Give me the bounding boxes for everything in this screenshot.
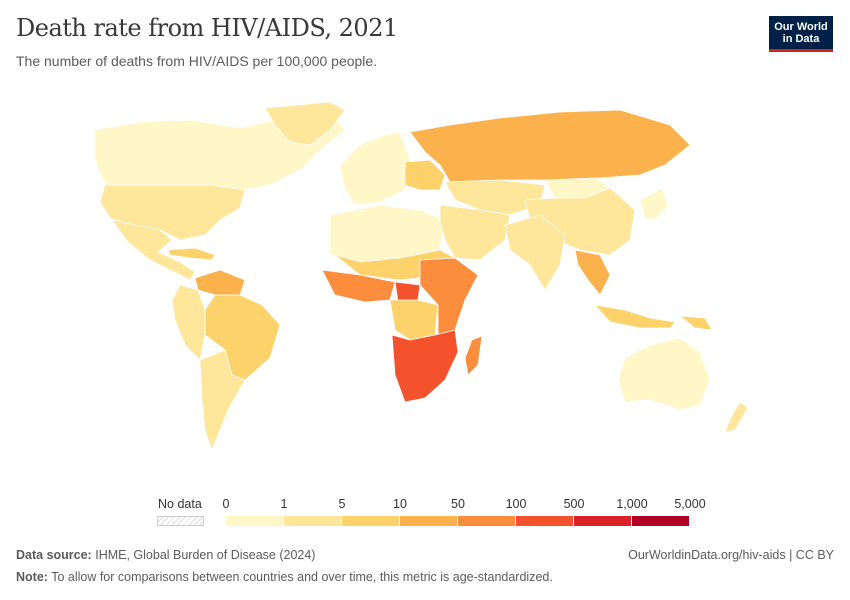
map-region-madagascar[interactable] xyxy=(464,335,483,376)
legend-tick-label: 1 xyxy=(280,497,288,511)
legend-bin-swatch[interactable] xyxy=(516,516,574,526)
legend-tick-label: 0 xyxy=(222,497,230,511)
map-region-southern-africa[interactable] xyxy=(391,329,459,403)
map-region-central-asia[interactable] xyxy=(444,179,546,216)
legend-bin-swatch[interactable] xyxy=(458,516,516,526)
map-region-southern-cone[interactable] xyxy=(199,349,246,451)
legend-bin-swatch[interactable] xyxy=(400,516,458,526)
legend-tick-label: 10 xyxy=(393,497,407,511)
map-region-new-zealand[interactable] xyxy=(724,401,749,433)
footer-url-license[interactable]: OurWorldinData.org/hiv-aids | CC BY xyxy=(628,548,834,562)
legend-tick-label: 5 xyxy=(338,497,346,511)
legend-bin-swatch[interactable] xyxy=(284,516,342,526)
map-region-eastern-europe[interactable] xyxy=(404,159,446,191)
map-region-venezuela-guianas[interactable] xyxy=(194,269,246,296)
legend-no-data-label: No data xyxy=(158,497,202,511)
owid-logo[interactable]: Our World in Data xyxy=(769,16,833,52)
legend-color-bins xyxy=(226,516,690,526)
legend-no-data-swatch xyxy=(157,516,204,526)
map-region-mexico-central-america[interactable] xyxy=(111,219,196,281)
legend-tick-label: 5,000 xyxy=(674,497,706,511)
map-region-united-states[interactable] xyxy=(99,184,246,241)
note-label: Note: xyxy=(16,570,48,584)
color-legend: No data 0 1 5 10 50 100 500 1,000 5,000 xyxy=(0,495,850,535)
map-region-central-african-republic[interactable] xyxy=(394,281,421,303)
chart-subtitle: The number of deaths from HIV/AIDS per 1… xyxy=(16,53,378,69)
map-region-western-europe[interactable] xyxy=(339,131,411,206)
world-map xyxy=(94,101,749,451)
source-label: Data source: xyxy=(16,548,92,562)
footer-source: Data source: IHME, Global Burden of Dise… xyxy=(16,548,315,562)
map-region-southeast-asia[interactable] xyxy=(574,249,611,296)
map-region-japan-korea[interactable] xyxy=(639,187,669,221)
legend-bin-swatch[interactable] xyxy=(632,516,690,526)
logo-line-2: in Data xyxy=(782,33,820,45)
legend-tick-label: 500 xyxy=(563,497,585,511)
legend-bin-swatch[interactable] xyxy=(342,516,400,526)
footer-note: Note: To allow for comparisons between c… xyxy=(16,570,553,584)
map-region-caribbean[interactable] xyxy=(167,247,216,261)
map-region-greenland[interactable] xyxy=(264,101,346,146)
legend-tick-label: 100 xyxy=(505,497,527,511)
chart-title: Death rate from HIV/AIDS, 2021 xyxy=(16,14,398,42)
logo-line-1: Our World xyxy=(774,21,828,33)
map-region-indonesia[interactable] xyxy=(594,304,676,329)
legend-tick-label: 1,000 xyxy=(616,497,648,511)
map-region-russia[interactable] xyxy=(409,109,691,183)
map-region-congo[interactable] xyxy=(389,299,439,341)
source-text[interactable]: IHME, Global Burden of Disease (2024) xyxy=(95,548,316,562)
map-region-australia[interactable] xyxy=(617,337,711,411)
map-region-south-asia[interactable] xyxy=(504,214,566,291)
legend-bin-swatch[interactable] xyxy=(226,516,284,526)
map-region-andean[interactable] xyxy=(171,284,206,361)
note-text: To allow for comparisons between countri… xyxy=(51,570,553,584)
map-region-middle-east[interactable] xyxy=(439,204,511,261)
map-region-papua-new-guinea[interactable] xyxy=(679,315,713,331)
legend-bin-swatch[interactable] xyxy=(574,516,632,526)
legend-tick-label: 50 xyxy=(451,497,465,511)
